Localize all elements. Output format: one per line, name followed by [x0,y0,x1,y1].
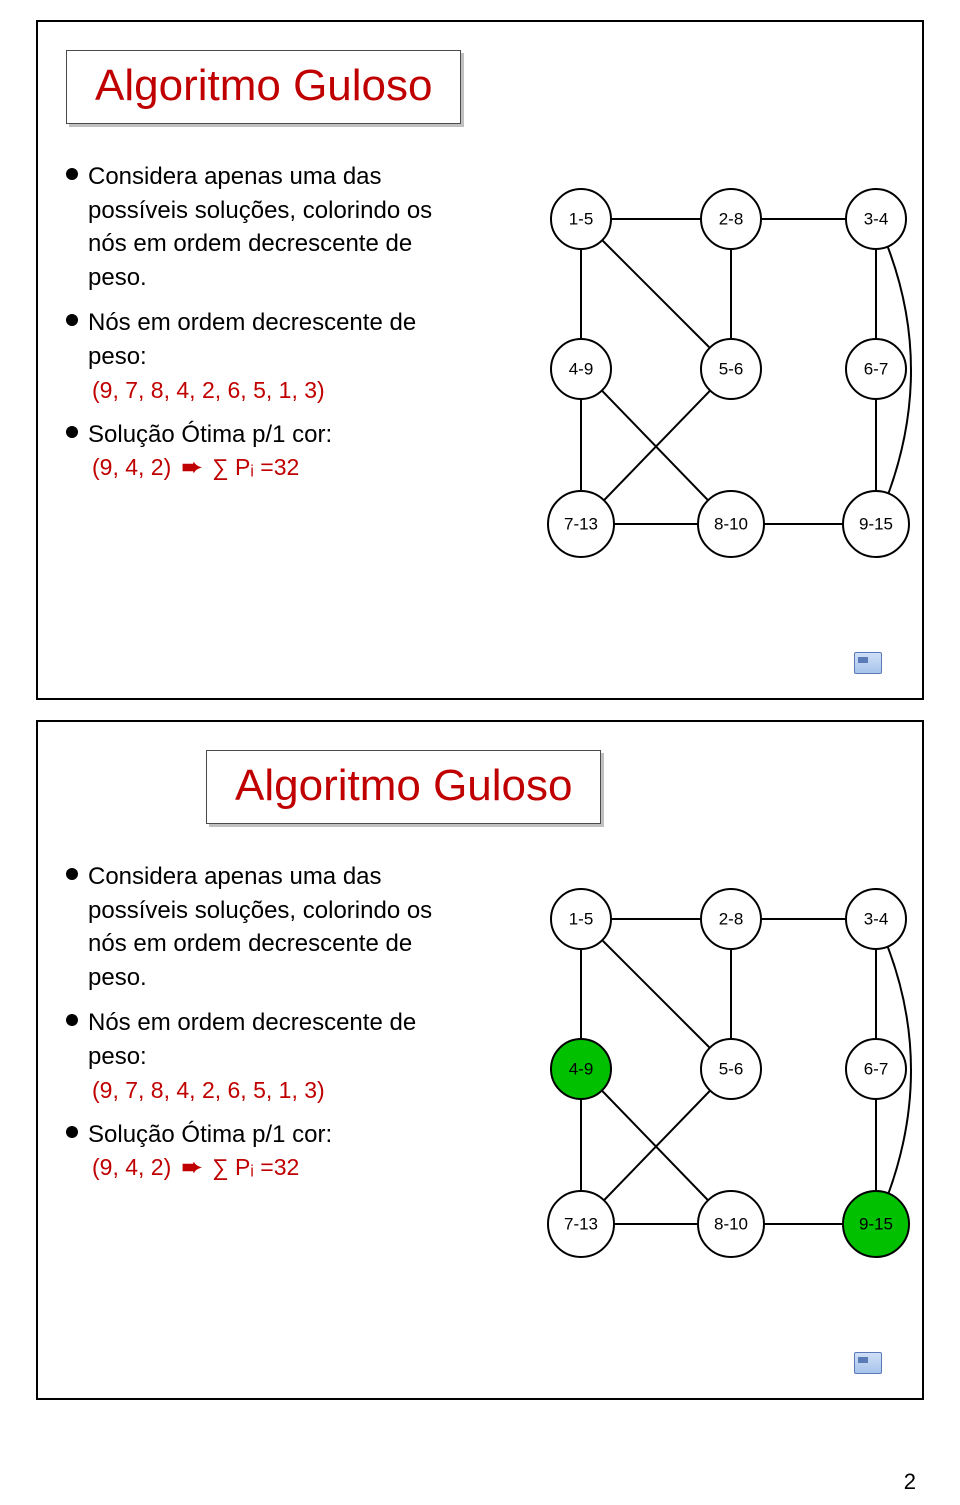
sub-a: (9, 4, 2) [92,1154,178,1180]
svg-text:8-10: 8-10 [714,514,748,533]
arrow-icon: ➨ [182,454,202,481]
bullet-2-text: Nós em ordem decrescente de peso: [88,306,468,373]
sub-b: ∑ Pᵢ =32 [206,454,300,480]
bullet-3: Solução Ótima p/1 cor: (9, 4, 2) ➨ ∑ Pᵢ … [66,1118,486,1185]
title-box: Algoritmo Guloso [206,750,601,824]
bullet-2-text: Nós em ordem decrescente de peso: [88,1006,468,1073]
bullet-3: Solução Ótima p/1 cor: (9, 4, 2) ➨ ∑ Pᵢ … [66,418,486,485]
bullet-1: Considera apenas uma das possíveis soluç… [66,160,486,294]
bullet-dot [66,426,78,438]
bullet-3-text: Solução Ótima p/1 cor: [88,1118,468,1152]
bullet-dot [66,868,78,880]
svg-text:1-5: 1-5 [569,209,594,228]
slide-title: Algoritmo Guloso [235,761,572,810]
svg-text:7-13: 7-13 [564,1214,598,1233]
network-graph: 1-5 2-8 3-4 4-9 5-6 6-7 7-13 8-10 9-15 [506,154,926,584]
bullet-2-sub: (9, 7, 8, 4, 2, 6, 5, 1, 3) [92,374,486,406]
bullet-dot [66,314,78,326]
bullet-3-sub: (9, 4, 2) ➨ ∑ Pᵢ =32 [92,1151,486,1185]
content-row: Considera apenas uma das possíveis soluç… [66,854,894,1294]
bullet-2: Nós em ordem decrescente de peso: (9, 7,… [66,1006,486,1105]
network-graph: 1-5 2-8 3-4 4-9 5-6 6-7 7-13 8-10 9-15 [506,854,926,1284]
svg-text:1-5: 1-5 [569,909,594,928]
svg-text:6-7: 6-7 [864,1059,889,1078]
svg-text:3-4: 3-4 [864,909,889,928]
presentation-icon [854,652,882,674]
arrow-icon: ➨ [182,1154,202,1181]
svg-text:8-10: 8-10 [714,1214,748,1233]
page-number: 2 [904,1469,916,1495]
bullet-dot [66,1014,78,1026]
svg-text:4-9: 4-9 [569,1059,594,1078]
svg-text:9-15: 9-15 [859,1214,893,1233]
svg-text:4-9: 4-9 [569,359,594,378]
svg-text:2-8: 2-8 [719,909,744,928]
svg-text:5-6: 5-6 [719,359,744,378]
slide-1: Algoritmo Guloso Considera apenas uma da… [36,20,924,700]
presentation-icon [854,1352,882,1374]
bullet-1-text: Considera apenas uma das possíveis soluç… [88,160,468,294]
sub-a: (9, 4, 2) [92,454,178,480]
svg-text:3-4: 3-4 [864,209,889,228]
svg-text:2-8: 2-8 [719,209,744,228]
svg-text:7-13: 7-13 [564,514,598,533]
svg-text:5-6: 5-6 [719,1059,744,1078]
svg-text:6-7: 6-7 [864,359,889,378]
bullet-2-sub: (9, 7, 8, 4, 2, 6, 5, 1, 3) [92,1074,486,1106]
text-column: Considera apenas uma das possíveis soluç… [66,854,486,1197]
graph-2: 1-5 2-8 3-4 4-9 5-6 6-7 7-13 8-10 9-15 [506,854,926,1294]
bullet-1: Considera apenas uma das possíveis soluç… [66,860,486,994]
bullet-3-text: Solução Ótima p/1 cor: [88,418,468,452]
text-column: Considera apenas uma das possíveis soluç… [66,154,486,497]
graph-1: 1-5 2-8 3-4 4-9 5-6 6-7 7-13 8-10 9-15 [506,154,926,594]
slide-title: Algoritmo Guloso [95,61,432,110]
bullet-3-sub: (9, 4, 2) ➨ ∑ Pᵢ =32 [92,451,486,485]
bullet-2: Nós em ordem decrescente de peso: (9, 7,… [66,306,486,405]
title-box: Algoritmo Guloso [66,50,461,124]
content-row: Considera apenas uma das possíveis soluç… [66,154,894,594]
bullet-1-text: Considera apenas uma das possíveis soluç… [88,860,468,994]
svg-text:9-15: 9-15 [859,514,893,533]
sub-b: ∑ Pᵢ =32 [206,1154,300,1180]
bullet-dot [66,1126,78,1138]
slide-2: Algoritmo Guloso Considera apenas uma da… [36,720,924,1400]
bullet-dot [66,168,78,180]
